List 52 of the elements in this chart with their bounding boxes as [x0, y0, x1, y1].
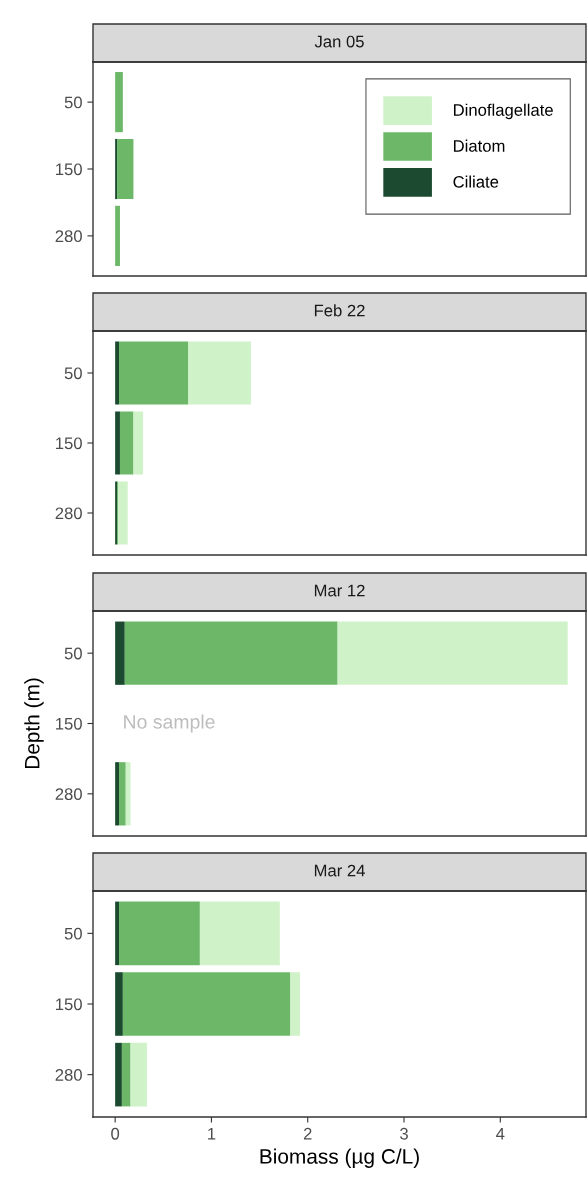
bar — [115, 972, 123, 1036]
y-tick-label: 280 — [55, 1069, 82, 1081]
y-axis-title: Depth (m) — [24, 678, 44, 769]
y-tick-label: 50 — [64, 367, 82, 380]
legend-label: Dinoflagellate — [453, 103, 553, 120]
x-tick-label: 0 — [111, 1127, 120, 1140]
y-tick-label: 280 — [55, 788, 82, 801]
x-axis-title: Biomass (µg C/L) — [260, 1148, 419, 1168]
bar — [115, 72, 123, 133]
bar — [121, 1042, 131, 1107]
x-tick-label: 3 — [400, 1127, 408, 1140]
x-tick-label: 4 — [496, 1128, 505, 1140]
chart-title: Feb 22 — [314, 304, 365, 317]
bar — [117, 138, 134, 200]
bar — [124, 621, 338, 685]
y-tick-label: 150 — [56, 998, 82, 1011]
bar — [115, 901, 119, 966]
bar — [290, 972, 301, 1036]
x-tick-label: 2 — [303, 1127, 312, 1140]
annotation: No sample — [124, 714, 215, 733]
bar — [122, 972, 291, 1036]
bar — [118, 481, 128, 545]
bar — [119, 411, 134, 475]
y-tick-label: 150 — [56, 717, 82, 730]
bar — [115, 1042, 122, 1107]
bar — [115, 762, 119, 826]
bar — [115, 621, 125, 685]
bar — [188, 341, 251, 405]
legend-label: Ciliate — [453, 175, 499, 188]
bar — [119, 762, 126, 826]
bar — [125, 762, 131, 826]
bar — [115, 411, 120, 475]
legend-label: Diatom — [453, 139, 505, 152]
bar — [133, 411, 144, 475]
chart-title: Jan 05 — [314, 35, 364, 48]
y-tick-label: 280 — [55, 230, 82, 243]
bar — [115, 341, 119, 405]
bar — [337, 621, 568, 685]
y-tick-label: 150 — [56, 437, 82, 450]
bar — [115, 205, 120, 266]
bar — [119, 341, 189, 405]
x-tick-label: 1 — [208, 1128, 216, 1140]
y-tick-label: 50 — [64, 96, 82, 109]
bar — [199, 901, 280, 966]
chart-title: Mar 12 — [314, 584, 365, 597]
y-tick-label: 280 — [55, 507, 82, 520]
bar — [130, 1042, 147, 1107]
y-tick-label: 50 — [64, 927, 82, 940]
chart-title: Mar 24 — [314, 864, 365, 877]
y-tick-label: 150 — [56, 163, 82, 176]
y-tick-label: 50 — [64, 647, 82, 660]
bar — [119, 901, 200, 966]
